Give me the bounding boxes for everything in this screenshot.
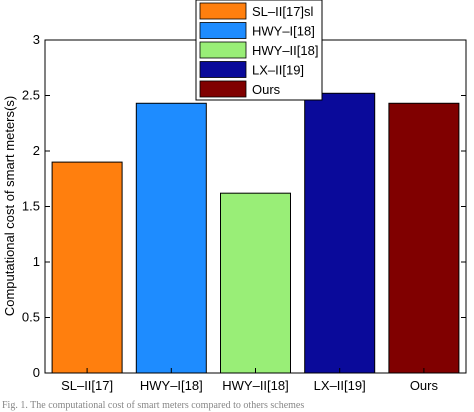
y-axis: 0 0.5 1 1.5 2 2.5 3 xyxy=(22,32,466,380)
y-tick-label: 1.5 xyxy=(22,199,40,214)
legend-label: HWY–II[18] xyxy=(252,43,318,58)
bar-4 xyxy=(304,92,376,374)
y-tick-label: 3 xyxy=(33,32,40,47)
y-tick-label: 0 xyxy=(33,365,40,380)
legend-swatch-1 xyxy=(199,2,247,20)
bar-5 xyxy=(388,102,460,374)
bar-1 xyxy=(51,161,123,374)
legend-swatch-4 xyxy=(199,61,247,78)
legend-swatch-3 xyxy=(199,41,247,59)
bar-series xyxy=(51,92,460,374)
bar-2 xyxy=(135,102,207,374)
y-tick-label: 2.5 xyxy=(22,88,40,103)
x-tick-label: SL–II[17] xyxy=(61,378,113,393)
legend-swatch-2 xyxy=(199,22,247,39)
y-tick-label: 1 xyxy=(33,254,40,269)
legend-label: SL–II[17]sl xyxy=(252,4,314,19)
legend-swatch-5 xyxy=(199,80,247,98)
bar-3 xyxy=(220,192,291,374)
x-axis: SL–II[17] HWY–I[18] HWY–II[18] LX–II[19] Our… xyxy=(61,368,438,393)
legend-label: Ours xyxy=(252,82,281,97)
legend-label: HWY–I[18] xyxy=(252,24,315,39)
figure-caption: Fig. 1. The computational cost of smart … xyxy=(2,400,305,411)
legend: SL–II[17]sl HWY–I[18] HWY–II[18] LX–II[19] O… xyxy=(195,0,323,101)
y-tick-label: 0.5 xyxy=(22,310,40,325)
x-tick-label: LX–II[19] xyxy=(314,378,366,393)
legend-label: LX–II[19] xyxy=(252,63,304,78)
y-axis-label: Computational cost of smart meters(s) xyxy=(2,96,17,316)
x-tick-label: HWY–II[18] xyxy=(222,378,288,393)
x-tick-label: Ours xyxy=(410,378,439,393)
y-tick-label: 2 xyxy=(33,143,40,158)
x-tick-label: HWY–I[18] xyxy=(140,378,203,393)
